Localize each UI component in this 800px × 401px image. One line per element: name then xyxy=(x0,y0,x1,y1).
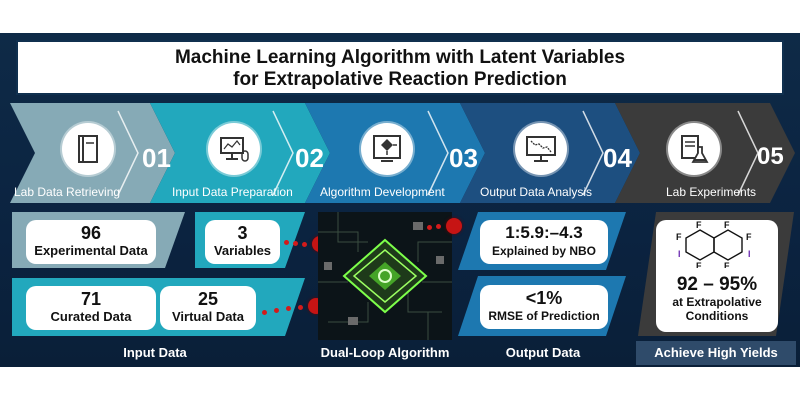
document-flask-icon xyxy=(668,123,720,175)
step-05-label: Lab Experiments xyxy=(666,185,757,199)
process-steps: 01 02 03 04 05 Lab Data Retrieving Input… xyxy=(0,103,800,203)
connector-node xyxy=(446,218,462,234)
virtual-data-label: Virtual Data xyxy=(171,309,244,324)
curated-data-card: 71 Curated Data xyxy=(26,286,156,330)
connector-dot xyxy=(286,306,291,311)
output-data-footer: Output Data xyxy=(505,345,581,360)
rmse-value: <1% xyxy=(525,288,563,308)
connector-dot xyxy=(262,310,267,315)
rmse-card: <1% RMSE of Prediction xyxy=(480,285,608,329)
step-04-label: Output Data Analysis xyxy=(480,185,593,199)
step-03-label: Algorithm Development xyxy=(320,185,445,199)
title-banner: Machine Learning Algorithm with Latent V… xyxy=(16,40,784,95)
atom-label: F xyxy=(724,261,730,268)
dual-loop-algorithm-image xyxy=(318,212,452,340)
circuit-chip-icon xyxy=(318,212,452,340)
atom-label: I xyxy=(678,249,681,259)
variables-card: 3 Variables xyxy=(205,220,280,264)
atom-label: F xyxy=(724,220,730,230)
atom-label: F xyxy=(696,261,702,268)
computer-mouse-icon xyxy=(208,123,260,175)
yields-footer: Achieve High Yields xyxy=(636,341,796,365)
flowchart-icon xyxy=(361,123,413,175)
step-01-number: 01 xyxy=(142,143,171,173)
input-data-panel: 96 Experimental Data 3 Variables 71 Cura… xyxy=(0,208,310,338)
connector-dot xyxy=(302,242,307,247)
experimental-data-value: 96 xyxy=(80,223,102,243)
step-02-label: Input Data Preparation xyxy=(172,185,293,199)
connector-dot xyxy=(436,224,441,229)
book-icon xyxy=(62,123,114,175)
experimental-data-card: 96 Experimental Data xyxy=(26,220,156,264)
experimental-data-label: Experimental Data xyxy=(34,243,148,258)
output-data-panel: 1:5.9:–4.3 Explained by NBO <1% RMSE of … xyxy=(458,208,628,338)
virtual-data-value: 25 xyxy=(197,289,219,309)
atom-label: F xyxy=(696,220,702,230)
high-yields-panel: F F F F F F I I 92 – 95% at Extrapolativ… xyxy=(636,208,796,338)
connector-dot xyxy=(427,225,432,230)
yields-value: 92 – 95% xyxy=(676,274,758,295)
step-02-number: 02 xyxy=(295,143,324,173)
connector-dot xyxy=(293,241,298,246)
step-04-number: 04 xyxy=(603,143,632,173)
step-05-number: 05 xyxy=(757,143,784,170)
ratio-card: 1:5.9:–4.3 Explained by NBO xyxy=(480,220,608,264)
naphthalene-molecule-icon: F F F F F F I I xyxy=(676,220,752,271)
rmse-label: RMSE of Prediction xyxy=(488,309,600,323)
yields-label-line-1: at Extrapolative xyxy=(672,295,762,309)
monitor-chart-icon xyxy=(515,123,567,175)
virtual-data-card: 25 Virtual Data xyxy=(160,286,256,330)
input-data-footer: Input Data xyxy=(123,345,187,360)
variables-value: 3 xyxy=(237,223,248,243)
ratio-label: Explained by NBO xyxy=(491,244,597,258)
curated-data-value: 71 xyxy=(80,289,102,309)
yields-label-line-2: Conditions xyxy=(685,309,749,323)
atom-label: F xyxy=(676,232,682,242)
step-01-label: Lab Data Retrieving xyxy=(14,185,121,199)
connector-dot xyxy=(284,240,289,245)
connector-dot xyxy=(274,308,279,313)
yields-card: F F F F F F I I 92 – 95% at Extrapolativ… xyxy=(656,220,778,332)
atom-label: I xyxy=(748,249,751,259)
ratio-value: 1:5.9:–4.3 xyxy=(505,223,583,242)
atom-label: F xyxy=(746,232,752,242)
step-03-number: 03 xyxy=(449,143,478,173)
title-line-1: Machine Learning Algorithm with Latent V… xyxy=(174,47,626,68)
algorithm-footer: Dual-Loop Algorithm xyxy=(320,345,450,360)
connector-dot xyxy=(298,305,303,310)
curated-data-label: Curated Data xyxy=(50,309,132,324)
title-line-2: for Extrapolative Reaction Prediction xyxy=(233,69,567,90)
variables-label: Variables xyxy=(213,243,272,258)
